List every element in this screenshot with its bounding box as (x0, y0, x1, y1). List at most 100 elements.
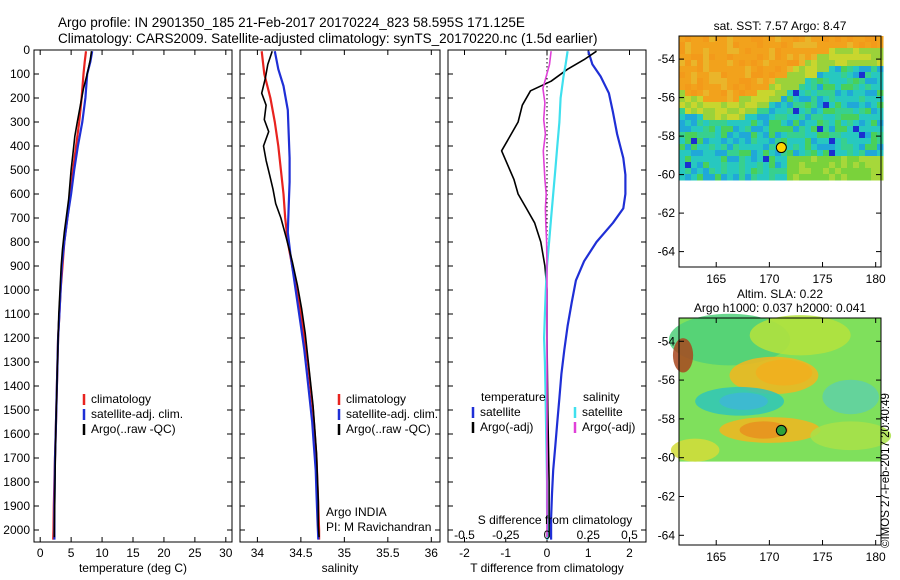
sst-cell (679, 150, 686, 157)
sst-cell (847, 144, 854, 151)
sst-cell (751, 90, 758, 97)
sst-cell (709, 36, 716, 43)
sst-cell (859, 144, 866, 151)
sst-cell (853, 162, 860, 169)
sst-cell (769, 114, 776, 121)
sst-cell (799, 108, 806, 115)
sst-cell (709, 174, 716, 181)
sst-cell (817, 120, 824, 127)
sst-cell (751, 168, 758, 175)
sst-cell (799, 90, 806, 97)
sst-cell (757, 54, 764, 61)
sst-cell (853, 84, 860, 91)
sst-cell (685, 114, 692, 121)
sst-cell (763, 132, 770, 139)
sst-cell (871, 144, 878, 151)
sst-cell (811, 78, 818, 85)
figure-title-line2: Climatology: CARS2009. Satellite-adjuste… (58, 31, 598, 46)
y-tick-label: 700 (10, 211, 30, 225)
sst-cell (715, 96, 722, 103)
sst-cell (805, 132, 812, 139)
sst-cell (709, 90, 716, 97)
sst-cell (871, 102, 878, 109)
sst-cell (763, 78, 770, 85)
sst-cell (841, 72, 848, 79)
sst-cell (775, 168, 782, 175)
sst-cell (835, 96, 842, 103)
sst-cell (745, 84, 752, 91)
y-tick-label: 1400 (3, 379, 30, 393)
x-tick-label: 35.5 (376, 546, 400, 560)
sst-cell (703, 54, 710, 61)
sst-cell (823, 96, 830, 103)
sst-cell (865, 54, 872, 61)
sst-cell (691, 78, 698, 85)
sst-cell (763, 60, 770, 67)
argo-position-marker (775, 424, 787, 436)
sst-cell (691, 42, 698, 49)
sst-cell (733, 84, 740, 91)
sst-cell (841, 138, 848, 145)
sst-cell (679, 162, 686, 169)
sst-cell (853, 96, 860, 103)
sst-cell (811, 84, 818, 91)
sst-cell (727, 102, 734, 109)
sst-cell (853, 54, 860, 61)
y-tick-label: 1500 (3, 403, 30, 417)
sst-cell (679, 90, 686, 97)
sst-cell (805, 168, 812, 175)
sst-cell (763, 102, 770, 109)
sst-cell (787, 84, 794, 91)
sst-cell (751, 78, 758, 85)
sst-cell (697, 150, 704, 157)
sst-cell (793, 54, 800, 61)
sst-cell (703, 90, 710, 97)
sst-cell (739, 126, 746, 133)
sst-cell (709, 42, 716, 49)
sst-cell (841, 114, 848, 121)
sst-cell (733, 174, 740, 181)
sst-cell (769, 108, 776, 115)
sst-cell (859, 120, 866, 127)
sst-cell (865, 144, 872, 151)
sst-cell (817, 84, 824, 91)
sst-cell (841, 150, 848, 157)
sst-cell (865, 102, 872, 109)
sst-cell (865, 114, 872, 121)
sst-cell (715, 114, 722, 121)
sst-cell (859, 90, 866, 97)
sst-cell (817, 126, 824, 133)
sst-cell (691, 96, 698, 103)
sst-cell (715, 150, 722, 157)
sst-cell (739, 138, 746, 145)
y-tick-label: -58 (658, 412, 676, 426)
sst-cell (697, 132, 704, 139)
sst-cell (679, 96, 686, 103)
sst-cell (751, 126, 758, 133)
sst-cell (781, 126, 788, 133)
sst-cell (823, 126, 830, 133)
sst-cell (793, 168, 800, 175)
sst-cell (835, 114, 842, 121)
sst-cell (715, 126, 722, 133)
sst-cell (793, 138, 800, 145)
sst-cell (727, 54, 734, 61)
sst-cell (691, 150, 698, 157)
sst-cell (865, 78, 872, 85)
sst-cell (859, 162, 866, 169)
sst-cell (805, 48, 812, 55)
sst-cell (823, 144, 830, 151)
sst-cell (709, 72, 716, 79)
sst-cell (871, 48, 878, 55)
sst-cell (775, 108, 782, 115)
x-axis-label: salinity (322, 561, 359, 575)
sst-cell (811, 42, 818, 49)
x-tick-label: 36 (425, 546, 439, 560)
sst-cell (697, 42, 704, 49)
sst-cell (733, 102, 740, 109)
sst-cell (763, 66, 770, 73)
sst-cell (763, 114, 770, 121)
sst-cell (685, 138, 692, 145)
